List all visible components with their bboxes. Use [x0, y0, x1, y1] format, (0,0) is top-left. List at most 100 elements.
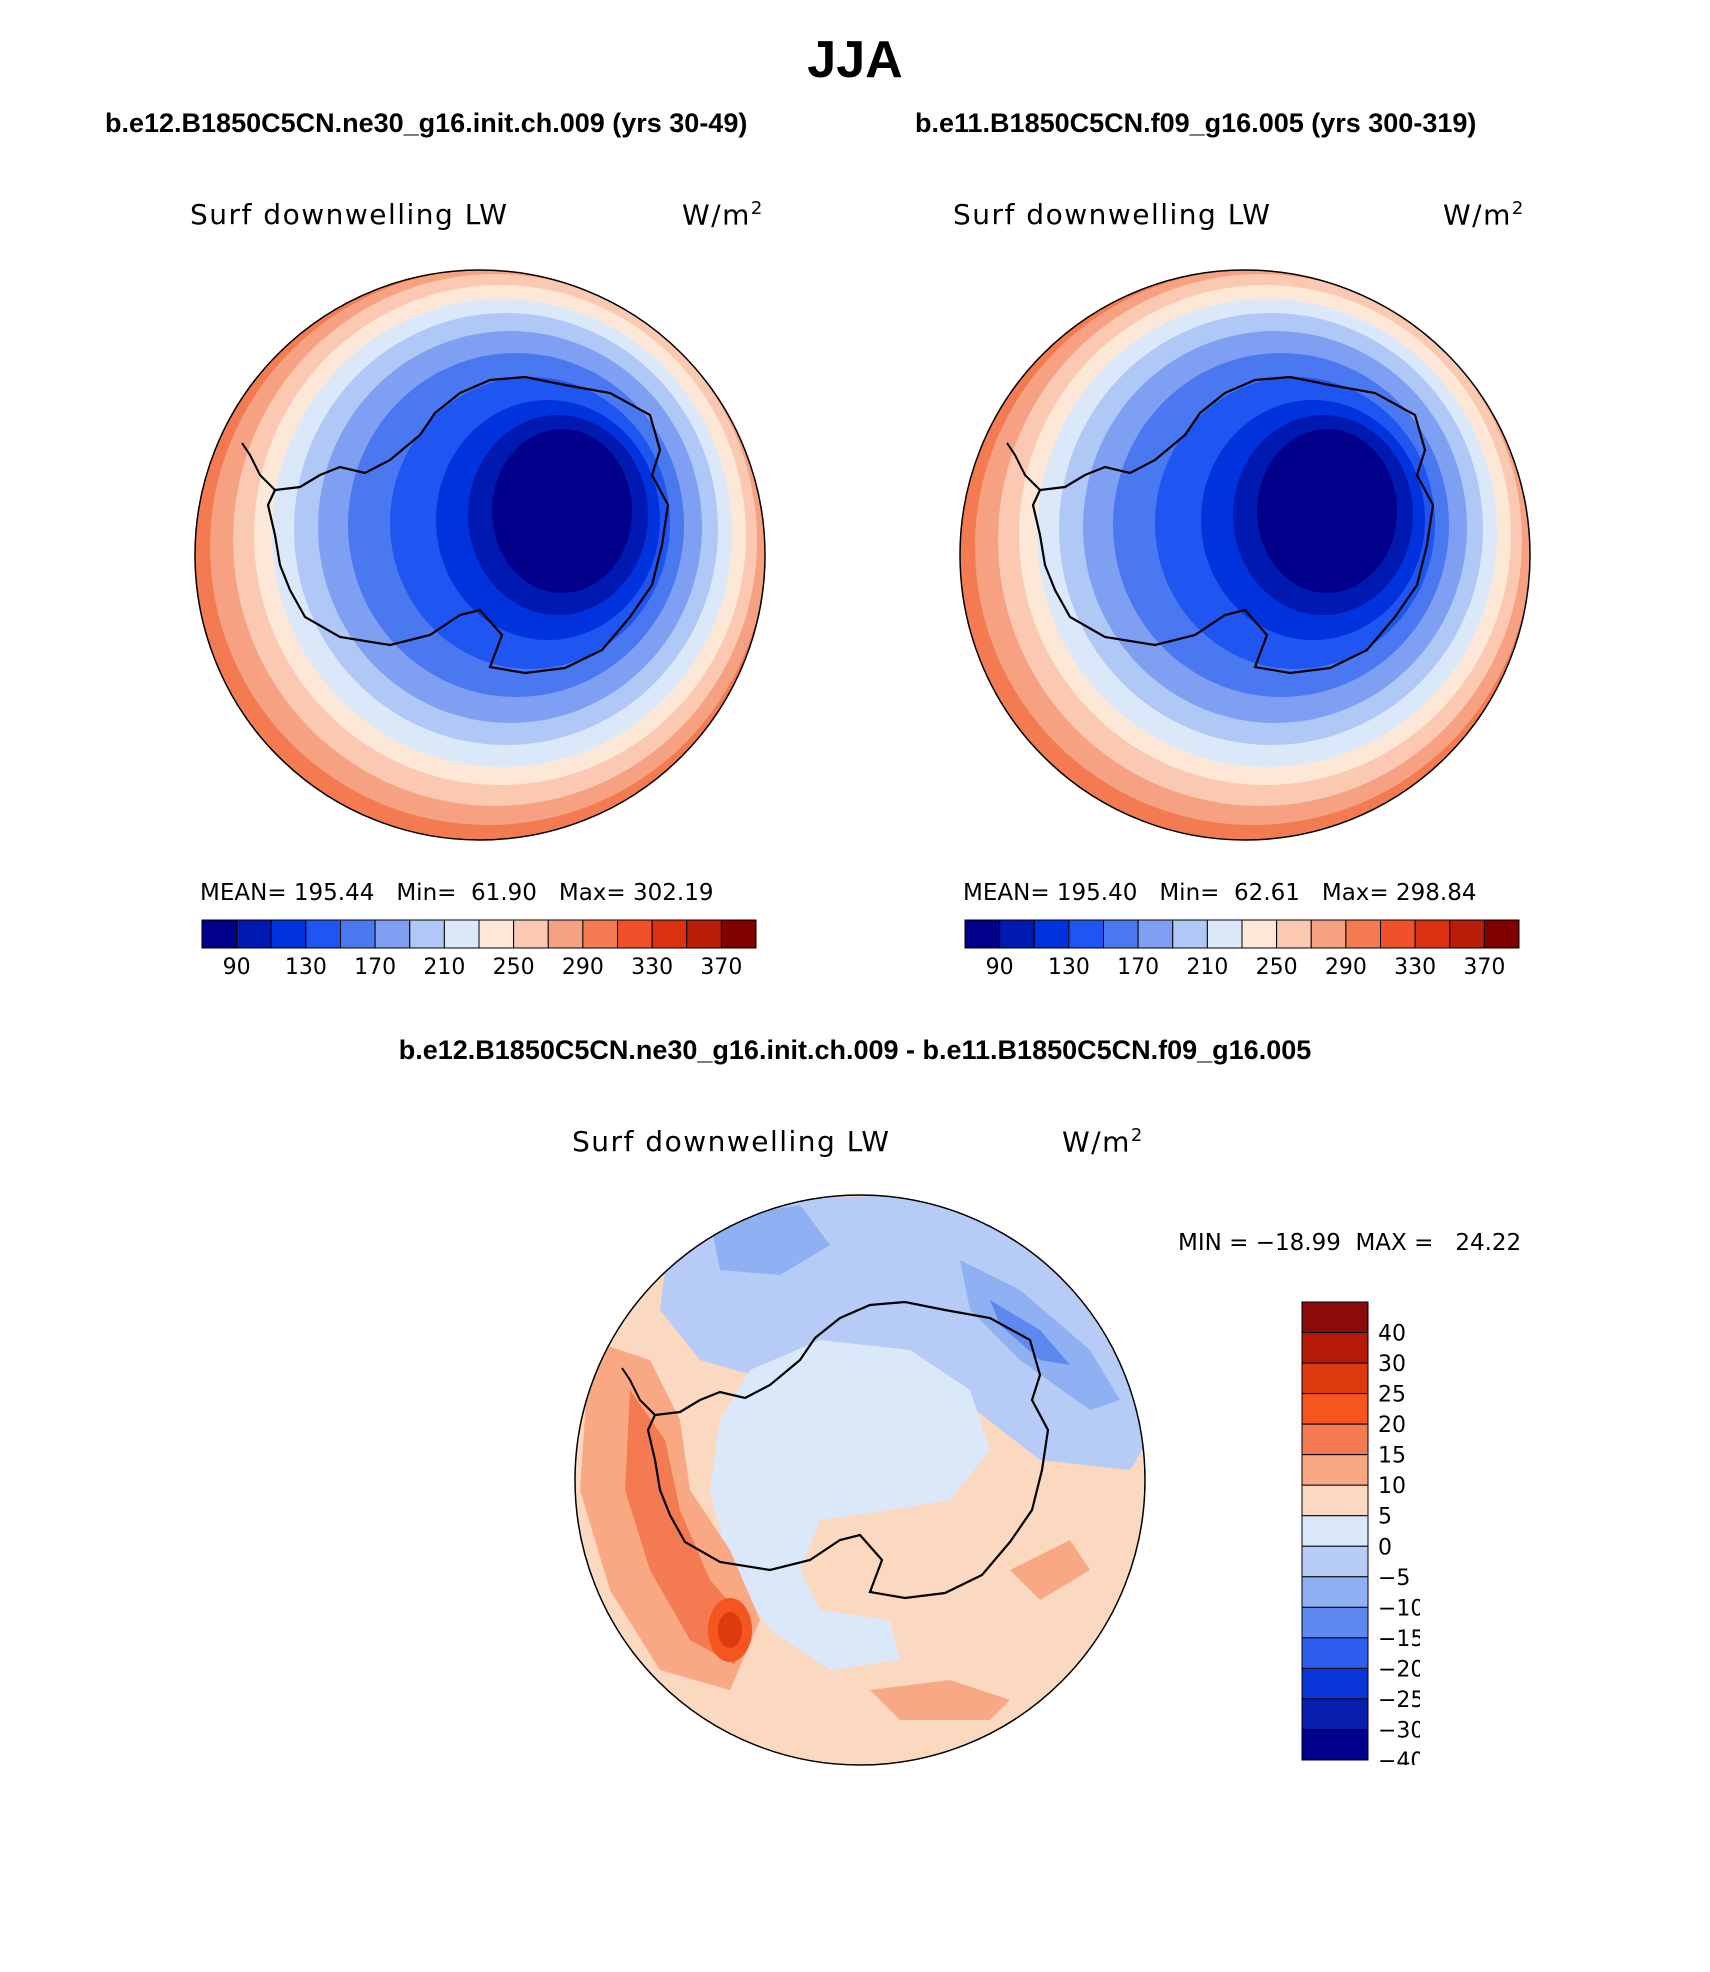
figure-title: JJA: [807, 31, 903, 89]
panel-right-colorbar: 90 130 170 210 250 290 330 370: [964, 919, 1520, 978]
panel-right-colorbar-swatch: [1449, 919, 1485, 949]
panel-left-colorbar-swatch: [305, 919, 341, 949]
diff-colorbar-swatch: [1301, 1576, 1369, 1608]
diff-contour-field: [575, 1195, 1145, 1765]
diff-colorbar-tick-label: −15: [1378, 1627, 1420, 1652]
panel-left-colorbar-swatch: [409, 919, 445, 949]
diff-minmax: MIN = −18.99 MAX = 24.22: [1178, 1230, 1522, 1256]
diff-colorbar-swatch: [1301, 1301, 1369, 1334]
panel-right-colorbar-tick-label: 290: [1325, 955, 1367, 978]
panel-right-colorbar-swatch: [1276, 919, 1312, 949]
diff-coastline: [646, 1300, 1050, 1600]
panel-left-colorbar-swatch: [582, 919, 618, 949]
panel-left-colorbar-swatch: [617, 919, 653, 949]
panel-left-colorbar: 90 130 170 210 250 290 330 370: [201, 919, 757, 978]
diff-colorbar-tick-label: −5: [1378, 1566, 1410, 1591]
panel-right-colorbar-swatch: [1137, 919, 1174, 949]
diff-polar-map: [574, 1194, 1146, 1766]
diff-title: b.e12.B1850C5CN.ne30_g16.init.ch.009 - b…: [398, 1035, 1312, 1065]
panel-left-colorbar-swatch: [340, 919, 376, 949]
diff-colorbar-tick-label: −40: [1378, 1749, 1420, 1765]
panel-right-colorbar-swatch: [1414, 919, 1451, 949]
panel-left-contour-field: [195, 270, 765, 840]
panel-right-peninsula: [1006, 442, 1041, 491]
panel-left-colorbar-tick-label: 210: [423, 955, 465, 978]
panel-right-contour-field: [960, 270, 1530, 840]
panel-left-colorbar-swatch: [513, 919, 549, 949]
diff-colorbar-swatch: [1301, 1545, 1369, 1578]
diff-colorbar-swatch: [1301, 1606, 1369, 1639]
panel-right-colorbar-swatch: [1241, 919, 1278, 949]
diff-colorbar-swatch: [1301, 1423, 1369, 1456]
diff-colorbar-swatch: [1301, 1332, 1369, 1364]
diff-colorbar-tick-label: −10: [1378, 1596, 1420, 1621]
panel-left-colorbar-swatch: [720, 919, 757, 949]
panel-left-colorbar-tick-label: 250: [493, 955, 535, 978]
panel-left-colorbar-swatch: [651, 919, 688, 949]
diff-colorbar-tick-label: −20: [1378, 1657, 1420, 1682]
panel-right-colorbar-swatch: [1483, 919, 1520, 949]
panel-right-map-border: [959, 269, 1531, 841]
panel-right-colorbar-swatch: [999, 919, 1035, 949]
panel-left-peninsula: [241, 442, 276, 491]
diff-colorbar-tick-label: 5: [1378, 1505, 1392, 1530]
panel-right-colorbar-swatch: [1345, 919, 1381, 949]
panel-right-colorbar-tick-label: 250: [1256, 955, 1298, 978]
diff-colorbar-tick-label: 10: [1378, 1474, 1406, 1499]
panel-left-colorbar-swatch: [547, 919, 584, 949]
panel-left-colorbar-tick-label: 90: [223, 955, 251, 978]
diff-colorbar-swatch: [1301, 1362, 1369, 1395]
panel-right-colorbar-tick-label: 330: [1394, 955, 1436, 978]
diff-colorbar-swatch: [1301, 1667, 1369, 1700]
panel-left-colorbar-tick-label: 170: [354, 955, 396, 978]
panel-right-colorbar-tick-label: 210: [1186, 955, 1228, 978]
diff-units-label: W/m2: [1062, 1125, 1144, 1159]
diff-colorbar-swatch: [1301, 1454, 1369, 1486]
panel-left-colorbar-swatch: [270, 919, 307, 949]
panel-left-units-label: W/m2: [682, 198, 764, 232]
panel-left-colorbar-swatch: [686, 919, 722, 949]
panel-right-stats: MEAN= 195.40 Min= 62.61 Max= 298.84: [963, 880, 1477, 906]
diff-colorbar-tick-label: 20: [1378, 1413, 1406, 1438]
panel-left-colorbar-swatch: [478, 919, 515, 949]
panel-left-colorbar-tick-label: 290: [562, 955, 604, 978]
panel-right-coastline: [1031, 375, 1435, 675]
diff-colorbar: 40 30 25 20 15 10 5 0 −5 −10 −15 −20 −25 −30 −40: [1301, 1301, 1420, 1765]
diff-colorbar-tick-label: −25: [1378, 1688, 1420, 1713]
panel-left-colorbar-tick-label: 130: [285, 955, 327, 978]
diff-colorbar-swatch: [1301, 1515, 1369, 1547]
diff-colorbar-swatch: [1301, 1393, 1369, 1425]
panel-right-variable-label: Surf downwelling LW: [953, 198, 1272, 231]
panel-right-colorbar-swatch: [1310, 919, 1347, 949]
panel-left-colorbar-tick-label: 370: [700, 955, 742, 978]
panel-right-colorbar-tick-label: 130: [1048, 955, 1090, 978]
panel-right-colorbar-tick-label: 90: [986, 955, 1014, 978]
panel-left-polar-map: [194, 269, 766, 841]
panel-right-case-title: b.e11.B1850C5CN.f09_g16.005 (yrs 300-319…: [915, 108, 1477, 138]
diff-colorbar-tick-label: 15: [1378, 1444, 1406, 1469]
panel-right-colorbar-swatch: [1103, 919, 1139, 949]
diff-map-border: [574, 1194, 1146, 1766]
panel-right-colorbar-tick-label: 170: [1117, 955, 1159, 978]
diff-colorbar-swatch: [1301, 1728, 1369, 1761]
panel-right-polar-map: [959, 269, 1531, 841]
panel-right-colorbar-swatch: [1380, 919, 1416, 949]
panel-left-map-border: [194, 269, 766, 841]
diff-colorbar-tick-label: 25: [1378, 1383, 1406, 1408]
panel-right-colorbar-tick-label: 370: [1463, 955, 1505, 978]
diff-colorbar-tick-label: 0: [1378, 1535, 1392, 1560]
panel-right-colorbar-swatch: [1033, 919, 1070, 949]
panel-right-colorbar-swatch: [964, 919, 1001, 949]
diff-peninsula: [621, 1367, 656, 1416]
panel-left-stats: MEAN= 195.44 Min= 61.90 Max= 302.19: [200, 880, 714, 906]
diff-colorbar-tick-label: −30: [1378, 1718, 1420, 1743]
diff-colorbar-swatch: [1301, 1484, 1369, 1517]
diff-colorbar-tick-label: 40: [1378, 1322, 1406, 1347]
panel-right-colorbar-swatch: [1068, 919, 1104, 949]
diff-colorbar-tick-label: 30: [1378, 1352, 1406, 1377]
panel-left-colorbar-swatch: [236, 919, 272, 949]
panel-right-units-label: W/m2: [1443, 198, 1525, 232]
panel-left-variable-label: Surf downwelling LW: [190, 198, 509, 231]
diff-variable-label: Surf downwelling LW: [572, 1125, 891, 1158]
panel-left-case-title: b.e12.B1850C5CN.ne30_g16.init.ch.009 (yr…: [105, 108, 748, 138]
